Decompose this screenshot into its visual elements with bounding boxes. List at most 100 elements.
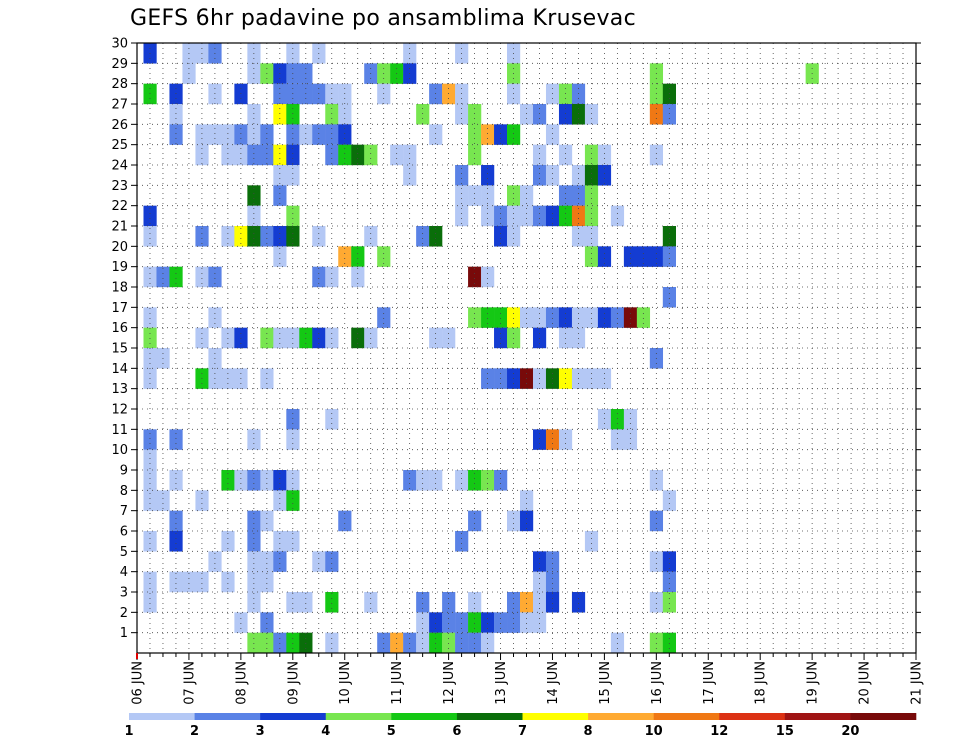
heatmap-cell	[286, 632, 300, 654]
heatmap-cell	[299, 124, 313, 145]
y-tick-label: 16	[111, 321, 128, 336]
legend-swatch	[850, 713, 917, 720]
heatmap-cell	[325, 144, 339, 166]
heatmap-cell	[662, 246, 676, 267]
heatmap-cell	[169, 571, 183, 593]
heatmap-cell	[286, 104, 300, 125]
heatmap-cell	[195, 226, 209, 247]
heatmap-cell	[169, 531, 183, 552]
x-tick-label: 12 JUN	[442, 661, 457, 705]
heatmap-cell	[597, 246, 612, 267]
heatmap-cell	[143, 205, 157, 227]
heatmap-cell	[584, 531, 599, 552]
heatmap-cell	[571, 165, 586, 186]
heatmap-cell	[662, 571, 676, 593]
legend-label: 7	[518, 724, 527, 739]
y-tick-label: 28	[111, 77, 128, 92]
heatmap-cell	[455, 165, 469, 186]
heatmap-cell	[507, 592, 521, 613]
heatmap-cell	[584, 185, 599, 206]
heatmap-cell	[584, 165, 599, 186]
legend-swatch	[653, 713, 720, 720]
y-tick-label: 7	[120, 504, 128, 519]
heatmap-cell	[532, 429, 547, 450]
heatmap-cell	[156, 490, 170, 511]
heatmap-cell	[312, 551, 326, 572]
heatmap-cell	[481, 632, 495, 654]
legend-swatch	[588, 713, 654, 720]
legend-label: 20	[841, 724, 859, 739]
x-tick-label: 14 JUN	[546, 661, 561, 705]
legend-label: 1	[124, 724, 133, 739]
heatmap-cell	[649, 510, 664, 532]
legend-swatch	[260, 713, 327, 720]
heatmap-cell	[247, 429, 261, 450]
heatmap-cell	[442, 327, 456, 349]
heatmap-cell	[532, 144, 547, 166]
x-tick-label: 19 JUN	[806, 661, 821, 705]
heatmap-cell	[558, 307, 573, 328]
heatmap-cell	[390, 632, 404, 654]
heatmap-cell	[429, 470, 443, 491]
heatmap-cell	[195, 266, 209, 288]
heatmap-cell	[442, 632, 456, 654]
heatmap-cell	[403, 165, 417, 186]
heatmap-cell	[649, 551, 664, 572]
heatmap-cell	[571, 205, 586, 227]
heatmap-cell	[507, 185, 521, 206]
heatmap-cell	[545, 307, 560, 328]
heatmap-cell	[468, 612, 482, 633]
heatmap-cell	[481, 185, 495, 206]
chart-title: GEFS 6hr padavine po ansamblima Krusevac	[130, 6, 636, 31]
y-tick-label: 19	[111, 260, 128, 275]
legend-swatch	[129, 713, 195, 720]
heatmap-cell	[286, 144, 300, 166]
heatmap-cell	[351, 144, 365, 166]
heatmap-cell	[571, 327, 586, 349]
heatmap-cell	[481, 470, 495, 491]
heatmap-cell	[234, 327, 248, 349]
heatmap-cell	[481, 165, 495, 186]
heatmap-cell	[468, 632, 482, 654]
heatmap-cell	[273, 531, 287, 552]
heatmap-cell	[584, 205, 599, 227]
heatmap-cell	[234, 144, 248, 166]
heatmap-cell	[260, 510, 274, 532]
heatmap-cell	[273, 144, 287, 166]
y-tick-label: 9	[120, 464, 128, 479]
heatmap-cell	[597, 144, 612, 166]
y-tick-label: 24	[111, 159, 128, 174]
heatmap-cell	[468, 510, 482, 532]
heatmap-cell	[532, 592, 547, 613]
heatmap-cell	[416, 632, 430, 654]
heatmap-cell	[468, 307, 482, 328]
x-tick-label: 08 JUN	[234, 661, 249, 705]
heatmap-cell	[481, 307, 495, 328]
x-axis: 06 JUN 07 JUN 08 JUN 09 JUN 10 JUN 11 JUN 12 J…	[131, 653, 925, 705]
grid-layer	[137, 43, 916, 653]
heatmap-cell	[545, 429, 560, 450]
heatmap-cell	[247, 510, 261, 532]
heatmap-cell	[195, 144, 209, 166]
y-tick-label: 21	[111, 220, 128, 235]
heatmap-cell	[623, 429, 638, 450]
heatmap-cell	[403, 144, 417, 166]
heatmap-cell	[273, 246, 287, 267]
heatmap-cell	[169, 104, 183, 125]
heatmap-cell	[610, 307, 625, 328]
heatmap-cell	[623, 246, 638, 267]
legend-label: 6	[452, 724, 461, 739]
heatmap-cell	[429, 226, 443, 247]
heatmap-cell	[545, 592, 560, 613]
heatmap-cell	[520, 592, 534, 613]
heatmap-cell	[442, 592, 456, 613]
heatmap-cell	[208, 551, 222, 572]
heatmap-cell	[286, 429, 300, 450]
heatmap-cell	[571, 592, 586, 613]
legend-swatch	[194, 713, 261, 720]
heatmap-cell	[455, 205, 469, 227]
legend-label: 2	[190, 724, 199, 739]
heatmap-cell	[442, 612, 456, 633]
heatmap-cell	[584, 226, 599, 247]
